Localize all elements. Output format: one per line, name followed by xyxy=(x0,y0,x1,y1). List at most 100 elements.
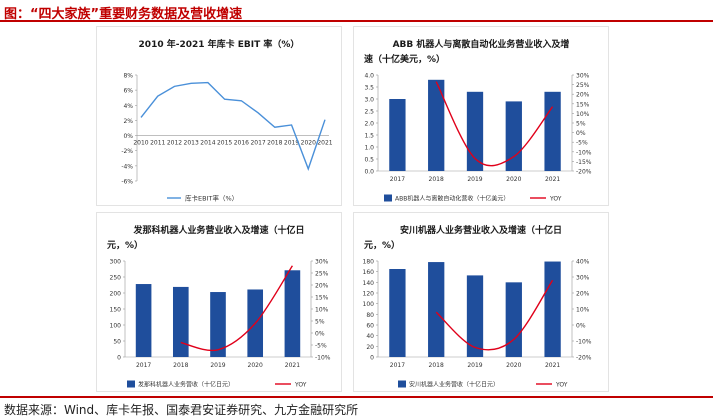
x-tick-label: 2017 xyxy=(136,362,151,369)
figure-header: 图：“四大家族”重要财务数据及营收增速 xyxy=(0,0,713,22)
right-tick-label: 15% xyxy=(315,295,329,302)
y-tick-label: 2% xyxy=(123,118,133,125)
left-tick-label: 80 xyxy=(366,312,374,319)
left-tick-label: 250 xyxy=(110,275,122,282)
legend-yoy-label: YOY xyxy=(294,382,307,389)
revenue-bar xyxy=(210,292,226,357)
x-tick-label: 2014 xyxy=(200,140,215,147)
chart-title: 元，%） xyxy=(107,240,143,251)
x-tick-label: 2011 xyxy=(150,140,165,147)
figure-title: 图：“四大家族”重要财务数据及营收增速 xyxy=(4,7,243,22)
y-tick-label: 4% xyxy=(123,103,133,110)
revenue-bar xyxy=(428,79,445,171)
legend-yoy-label: YOY xyxy=(555,382,568,389)
legend-label: 库卡EBIT率（%） xyxy=(185,194,238,203)
right-tick-label: 5% xyxy=(315,319,325,326)
left-tick-label: 100 xyxy=(110,323,122,330)
x-tick-label: 2012 xyxy=(167,140,182,147)
right-tick-label: -20% xyxy=(576,169,592,176)
chart-title: 元，%） xyxy=(364,240,400,251)
right-tick-label: -5% xyxy=(315,343,327,350)
right-tick-label: 0% xyxy=(576,130,586,137)
legend-bar-label: ABB机器人与离散自动化营收（十亿美元） xyxy=(395,195,509,203)
legend-bar-label: 发那科机器人业务营收（十亿日元） xyxy=(138,381,234,389)
left-tick-label: 20 xyxy=(366,344,374,351)
left-tick-label: 140 xyxy=(363,280,375,287)
right-tick-label: -10% xyxy=(315,355,331,362)
left-tick-label: 300 xyxy=(110,259,122,266)
y-tick-label: -2% xyxy=(121,148,133,155)
right-tick-label: 30% xyxy=(576,73,590,80)
source-note: 数据来源：Wind、库卡年报、国泰君安证券研究、九方金融研究所 xyxy=(4,403,359,417)
y-tick-label: 8% xyxy=(123,73,133,80)
right-tick-label: 25% xyxy=(576,82,590,89)
right-tick-label: -20% xyxy=(576,355,592,362)
y-tick-label: 0% xyxy=(123,133,133,140)
x-tick-label: 2018 xyxy=(267,140,282,147)
x-tick-label: 2016 xyxy=(234,140,249,147)
revenue-bar xyxy=(466,275,484,357)
chart-svg: 2010 年-2021 年库卡 EBIT 率（%） 8% 6% 4% 2% 0% -2% -4… xyxy=(121,38,332,203)
revenue-bar xyxy=(389,269,406,357)
x-tick-label: 2020 xyxy=(506,176,521,183)
right-tick-label: -10% xyxy=(576,149,592,156)
right-tick-label: 10% xyxy=(315,307,329,314)
right-tick-label: 20% xyxy=(576,92,590,99)
abb-revenue-chart: ABB 机器人与离散自动化业务营业收入及增 速（十亿美元，%） 4.0 3.5 3.0 2… xyxy=(354,27,608,205)
x-tick-label: 2018 xyxy=(173,362,188,369)
left-tick-label: 1.0 xyxy=(364,145,374,152)
y-tick-label: 6% xyxy=(123,88,133,95)
legend-bar-label: 安川机器人业务营收（十亿日元） xyxy=(409,381,499,389)
legend-bar-swatch xyxy=(384,194,392,202)
x-tick-label: 2021 xyxy=(285,362,300,369)
revenue-bar xyxy=(544,91,561,171)
x-tick-label: 2013 xyxy=(184,140,199,147)
yoy-series-line xyxy=(180,265,293,352)
top-rule xyxy=(0,20,713,22)
right-tick-label: -5% xyxy=(576,140,588,147)
x-tick-label: 2020 xyxy=(248,362,263,369)
left-tick-label: 3.5 xyxy=(364,85,374,92)
revenue-bar xyxy=(389,99,406,171)
left-tick-label: 180 xyxy=(363,259,375,266)
left-tick-label: 200 xyxy=(110,291,122,298)
revenue-bar xyxy=(466,91,484,171)
ebit-series-line xyxy=(140,81,326,171)
left-tick-label: 2.5 xyxy=(364,109,374,116)
right-tick-label: 30% xyxy=(315,259,329,266)
right-tick-label: 10% xyxy=(576,307,590,314)
x-tick-label: 2018 xyxy=(429,362,444,369)
right-tick-label: 20% xyxy=(576,291,590,298)
chart-title: 2010 年-2021 年库卡 EBIT 率（%） xyxy=(139,38,300,50)
x-tick-label: 2017 xyxy=(390,362,405,369)
x-tick-label: 2020 xyxy=(301,140,316,147)
x-tick-label: 2020 xyxy=(506,362,521,369)
revenue-bar xyxy=(544,261,561,357)
kuka-ebit-chart: 2010 年-2021 年库卡 EBIT 率（%） 8% 6% 4% 2% 0% -2% -4… xyxy=(97,27,341,205)
revenue-bar xyxy=(284,270,301,357)
chart-title: 发那科机器人业务营业收入及增速（十亿日 xyxy=(132,224,304,236)
fanuc-revenue-chart: 发那科机器人业务营业收入及增速（十亿日 元，%） 300 250 200 150 100 50… xyxy=(97,213,341,391)
yaskawa-revenue-chart: 安川机器人业务营业收入及增速（十亿日 元，%） 180 160 140 120 100 80 6… xyxy=(354,213,608,391)
x-tick-label: 2021 xyxy=(317,140,332,147)
revenue-bar xyxy=(505,282,522,357)
left-tick-label: 150 xyxy=(110,307,122,314)
left-tick-label: 0.5 xyxy=(364,157,374,164)
left-tick-label: 1.5 xyxy=(364,133,374,140)
y-tick-label: -4% xyxy=(121,163,133,170)
right-tick-label: -10% xyxy=(576,339,592,346)
right-tick-label: 30% xyxy=(576,275,590,282)
revenue-bar xyxy=(428,262,445,357)
x-tick-label: 2015 xyxy=(217,140,232,147)
chart-title: 安川机器人业务营业收入及增速（十亿日 xyxy=(400,224,562,236)
left-tick-label: 0 xyxy=(117,355,121,362)
left-tick-label: 0.0 xyxy=(364,169,374,176)
x-tick-label: 2018 xyxy=(429,176,444,183)
left-tick-label: 4.0 xyxy=(364,73,374,80)
left-tick-label: 120 xyxy=(363,291,375,298)
left-tick-label: 0 xyxy=(370,355,374,362)
right-tick-label: 0% xyxy=(576,323,586,330)
right-tick-label: 10% xyxy=(576,111,590,118)
legend-bar-swatch xyxy=(127,380,135,388)
